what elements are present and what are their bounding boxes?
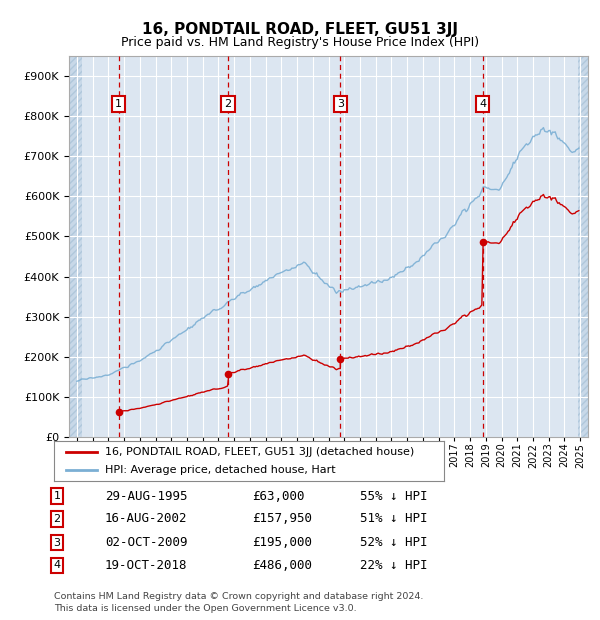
- Text: 1: 1: [115, 99, 122, 109]
- Bar: [69, 56, 82, 437]
- Text: 19-OCT-2018: 19-OCT-2018: [105, 559, 187, 572]
- Text: Price paid vs. HM Land Registry's House Price Index (HPI): Price paid vs. HM Land Registry's House …: [121, 36, 479, 49]
- Text: 16-AUG-2002: 16-AUG-2002: [105, 513, 187, 525]
- Text: £63,000: £63,000: [252, 490, 305, 502]
- Text: 16, PONDTAIL ROAD, FLEET, GU51 3JJ (detached house): 16, PONDTAIL ROAD, FLEET, GU51 3JJ (deta…: [105, 447, 414, 457]
- Text: 3: 3: [337, 99, 344, 109]
- Text: 52% ↓ HPI: 52% ↓ HPI: [360, 536, 427, 549]
- Text: 4: 4: [479, 99, 486, 109]
- Text: 4: 4: [53, 560, 61, 570]
- Bar: [69, 56, 82, 437]
- Bar: [578, 56, 588, 437]
- Bar: [578, 56, 588, 437]
- Text: Contains HM Land Registry data © Crown copyright and database right 2024.
This d: Contains HM Land Registry data © Crown c…: [54, 591, 424, 613]
- Text: £157,950: £157,950: [252, 513, 312, 525]
- Text: 3: 3: [53, 538, 61, 547]
- Text: 51% ↓ HPI: 51% ↓ HPI: [360, 513, 427, 525]
- Text: £486,000: £486,000: [252, 559, 312, 572]
- Text: 02-OCT-2009: 02-OCT-2009: [105, 536, 187, 549]
- Text: 2: 2: [53, 514, 61, 524]
- Text: 29-AUG-1995: 29-AUG-1995: [105, 490, 187, 502]
- Text: HPI: Average price, detached house, Hart: HPI: Average price, detached house, Hart: [105, 464, 335, 474]
- Text: £195,000: £195,000: [252, 536, 312, 549]
- Text: 16, PONDTAIL ROAD, FLEET, GU51 3JJ: 16, PONDTAIL ROAD, FLEET, GU51 3JJ: [142, 22, 458, 37]
- Text: 55% ↓ HPI: 55% ↓ HPI: [360, 490, 427, 502]
- Text: 2: 2: [224, 99, 232, 109]
- Text: 22% ↓ HPI: 22% ↓ HPI: [360, 559, 427, 572]
- Text: 1: 1: [53, 491, 61, 501]
